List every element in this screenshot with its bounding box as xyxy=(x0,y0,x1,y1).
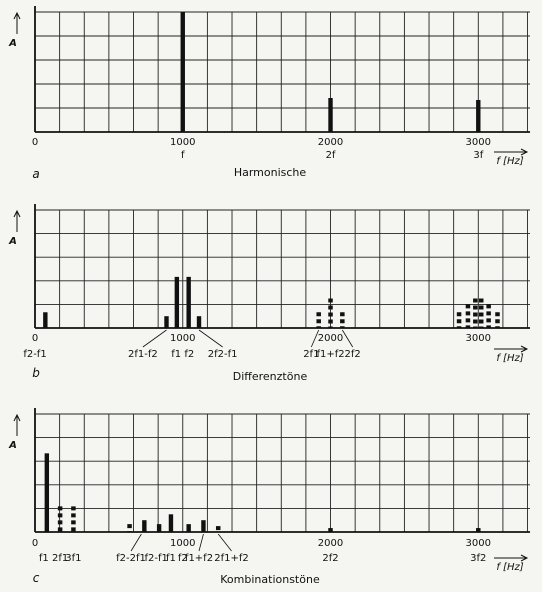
x-tick-label: 1000 xyxy=(170,137,195,148)
x-axis-label: f [Hz] xyxy=(496,353,523,364)
grid xyxy=(34,12,530,133)
y-axis-label: A xyxy=(8,236,17,247)
bar xyxy=(328,98,333,132)
x-arrow-head-icon xyxy=(520,345,529,353)
x-tick-label: 3000 xyxy=(466,333,491,344)
leader-line xyxy=(130,533,142,552)
y-axis-label: A xyxy=(8,38,17,49)
y-arrow-head-icon xyxy=(13,413,21,422)
sub-label: 2f1 xyxy=(52,553,68,564)
sub-label: 2f2 xyxy=(345,349,361,360)
x-tick-label: 2000 xyxy=(318,333,343,344)
sub-label: 3f2 xyxy=(470,553,486,564)
sub-label: 2f1+f2 xyxy=(214,553,249,564)
leader-line xyxy=(342,329,354,348)
sub-label: f1+f2 xyxy=(316,349,344,360)
x-tick-label: 1000 xyxy=(170,333,195,344)
bar xyxy=(142,520,147,532)
x-tick-label: 0 xyxy=(32,137,38,148)
x-tick-label: 3000 xyxy=(466,538,491,549)
y-arrow-head-icon xyxy=(13,11,21,20)
x-tick-label: 0 xyxy=(32,333,38,344)
x-axis-label: f [Hz] xyxy=(496,562,523,573)
bar xyxy=(164,316,169,328)
bar xyxy=(196,316,202,328)
x-arrow-head-icon xyxy=(520,554,529,562)
panel-letter: a xyxy=(32,167,39,181)
x-arrow-head-icon xyxy=(520,148,529,156)
bar xyxy=(201,520,206,532)
sub-label: f1 xyxy=(166,553,176,564)
sub-label: f2 xyxy=(178,553,188,564)
panel-letter: b xyxy=(32,366,40,380)
sub-label: 3f1 xyxy=(65,553,81,564)
chart-title: Harmonische xyxy=(234,166,307,179)
bars xyxy=(44,453,481,532)
bar xyxy=(186,524,191,532)
bars xyxy=(43,276,500,328)
leader-line xyxy=(310,329,320,348)
bars xyxy=(180,12,481,132)
grid xyxy=(34,414,530,533)
bar xyxy=(43,312,48,328)
sub-label: f2-f1 xyxy=(144,553,167,564)
chart-panel-a: A 0 1000 2000 3000 f 2f 3f f [Hz] a Harmonische xyxy=(8,6,530,181)
bar xyxy=(186,276,191,328)
leader-line xyxy=(198,533,204,552)
sub-label: f2-2f1 xyxy=(116,553,146,564)
x-tick-label: 2000 xyxy=(318,538,343,549)
y-axis-label: A xyxy=(8,440,17,451)
sub-label: 3f xyxy=(473,150,483,161)
sub-label: f1 f2 xyxy=(171,349,194,360)
panel-letter: c xyxy=(33,571,40,585)
sub-label: 2f2-f1 xyxy=(208,349,238,360)
sub-label: f xyxy=(181,150,185,161)
bar xyxy=(44,453,50,532)
sub-label: f2-f1 xyxy=(23,349,46,360)
sub-label: f1 xyxy=(39,553,49,564)
grid xyxy=(34,210,530,329)
bar xyxy=(168,514,174,532)
bar xyxy=(180,12,185,132)
x-tick-label: 3000 xyxy=(466,137,491,148)
bar xyxy=(156,524,162,532)
x-tick-label: 0 xyxy=(32,538,38,549)
leader-line xyxy=(217,533,232,552)
sub-label: f1+f2 xyxy=(185,553,213,564)
bar xyxy=(476,100,481,132)
sub-label: 2f1 xyxy=(303,349,319,360)
chart-title: Kombinationstöne xyxy=(220,573,320,586)
x-tick-label: 1000 xyxy=(170,538,195,549)
chart-title: Differenztöne xyxy=(233,370,308,383)
y-arrow-head-icon xyxy=(13,209,21,218)
sub-label: 2f2 xyxy=(322,553,338,564)
x-axis-label: f [Hz] xyxy=(496,156,523,167)
leader-line xyxy=(142,329,167,348)
sub-label: 2f1-f2 xyxy=(128,349,158,360)
leader-line xyxy=(198,329,223,348)
bar xyxy=(174,276,180,328)
x-tick-label: 2000 xyxy=(318,137,343,148)
sub-label: 2f xyxy=(326,150,336,161)
